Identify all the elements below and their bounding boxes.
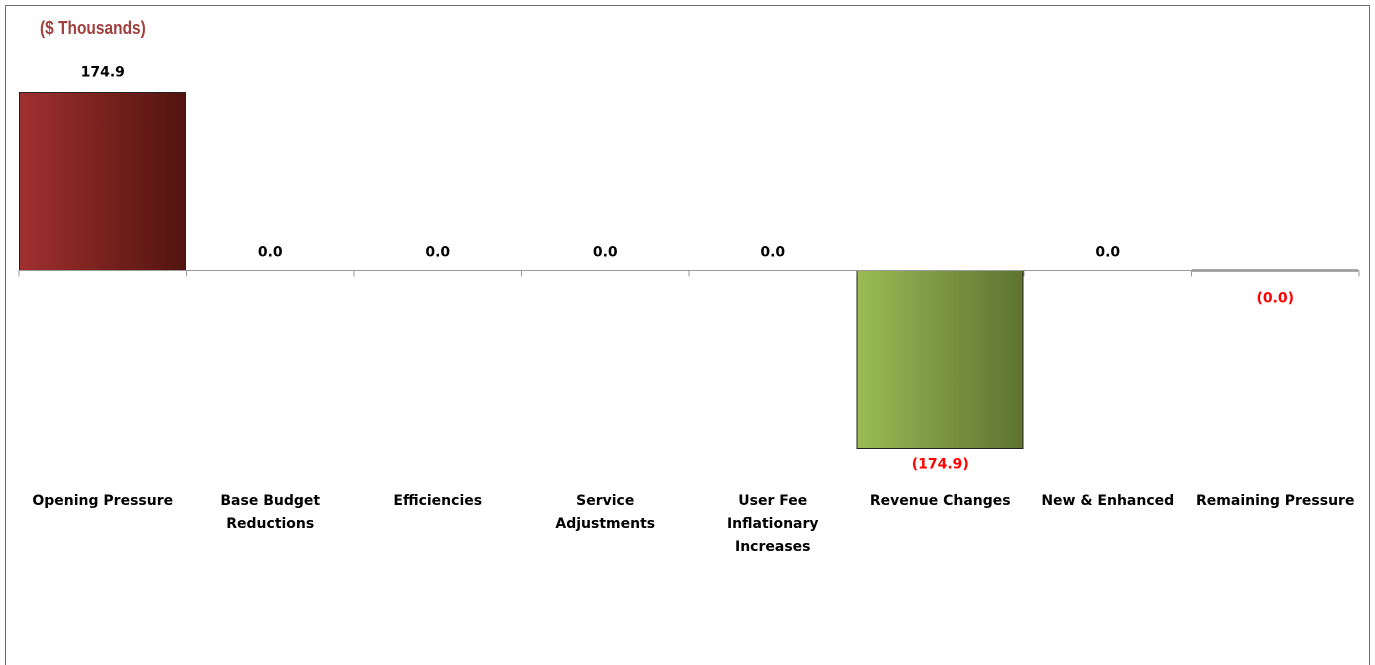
category-label-line: Increases [735, 539, 810, 555]
value-label-1: 0.0 [258, 245, 283, 261]
category-label-6: New & Enhanced [1041, 493, 1174, 509]
category-label-0: Opening Pressure [32, 493, 173, 509]
value-label-7: (0.0) [1256, 291, 1294, 307]
bar-0 [19, 92, 186, 271]
value-label-4: 0.0 [760, 245, 785, 261]
axis-group [18, 270, 1360, 277]
category-label-line: Adjustments [555, 516, 655, 532]
bar-5 [856, 270, 1024, 449]
category-label-7: Remaining Pressure [1196, 493, 1354, 509]
value-label-2: 0.0 [425, 245, 450, 261]
chart-frame [5, 5, 1370, 665]
category-label-line: Base Budget [220, 493, 320, 509]
category-label-line: New & Enhanced [1041, 493, 1174, 509]
value-label-0: 174.9 [81, 65, 125, 81]
category-label-line: User Fee [738, 493, 807, 509]
value-label-6: 0.0 [1095, 245, 1120, 261]
value-label-3: 0.0 [593, 245, 618, 261]
category-label-line: Revenue Changes [870, 493, 1011, 509]
value-label-5: (174.9) [912, 457, 969, 473]
value-labels-group: 174.9 0.0 0.0 0.0 0.0 (174.9) 0.0 (0.0) [81, 65, 1294, 473]
category-label-5: Revenue Changes [870, 493, 1011, 509]
category-label-line: Efficiencies [393, 493, 482, 509]
category-labels-group: Opening Pressure Base Budget Reductions Eff… [32, 493, 1354, 555]
category-label-line: Reductions [226, 516, 314, 532]
category-label-line: Remaining Pressure [1196, 493, 1354, 509]
chart-subtitle: ($ Thousands) [40, 18, 146, 38]
category-label-2: Efficiencies [393, 493, 482, 509]
category-label-3: Service Adjustments [555, 493, 655, 532]
category-label-4: User Fee Inflationary Increases [727, 493, 819, 555]
category-label-line: Opening Pressure [32, 493, 173, 509]
bars-group [19, 92, 1358, 449]
category-label-1: Base Budget Reductions [220, 493, 320, 532]
category-label-line: Service [576, 493, 634, 509]
category-label-line: Inflationary [727, 516, 819, 532]
